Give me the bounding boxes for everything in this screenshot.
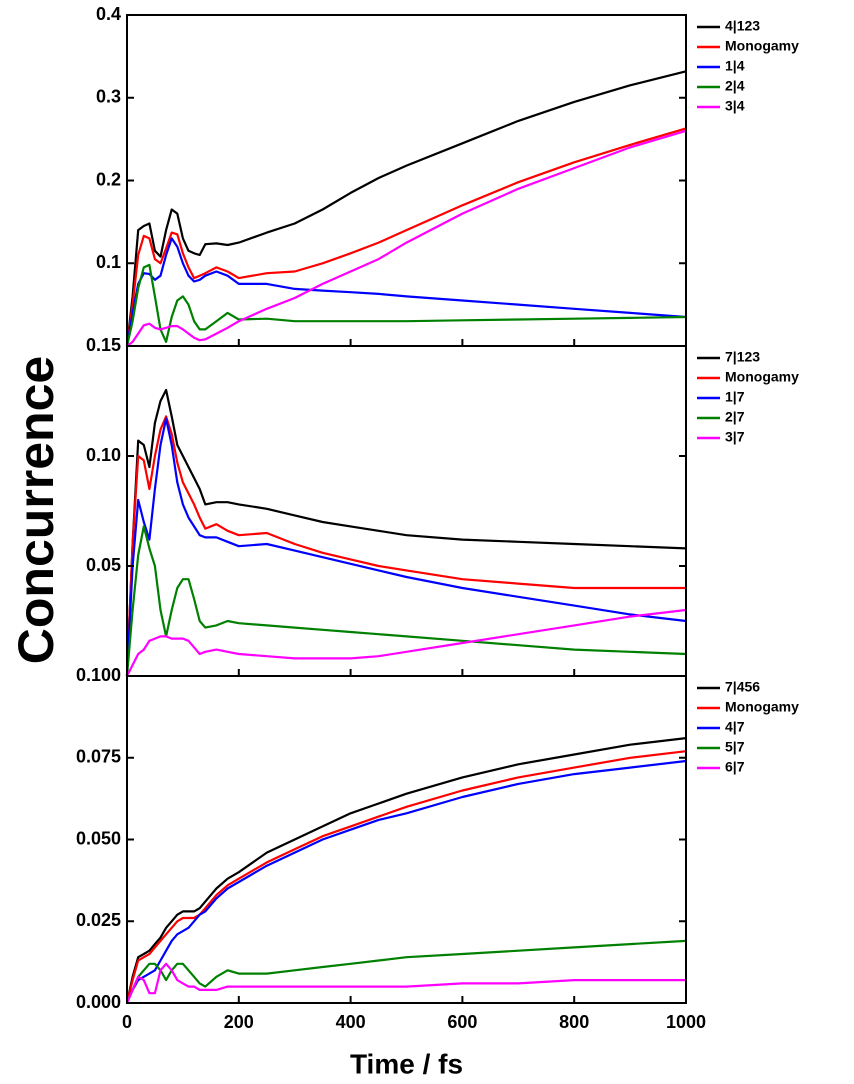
x-tick-label: 0 <box>122 1012 132 1032</box>
series-line <box>126 608 687 677</box>
legend-label: Monogamy <box>725 699 799 715</box>
legend-label: 7|123 <box>725 349 760 365</box>
series-line <box>125 263 687 347</box>
x-tick-label: 800 <box>559 1012 589 1032</box>
y-tick-label: 0.100 <box>76 665 121 685</box>
legend-label: 2|7 <box>725 409 745 425</box>
series-line <box>125 759 687 1004</box>
y-tick-label: 0.075 <box>76 747 121 767</box>
series-line <box>125 962 686 1004</box>
legend-label: 3|4 <box>725 98 745 114</box>
y-tick-label: 0.1 <box>96 252 121 272</box>
series-line <box>125 388 687 677</box>
x-tick-label: 200 <box>224 1012 254 1032</box>
series-line <box>125 750 687 1004</box>
series-line <box>125 417 687 677</box>
legend-label: 6|7 <box>725 759 745 775</box>
x-tick-label: 400 <box>336 1012 366 1032</box>
series-line <box>125 237 687 347</box>
y-tick-label: 0.05 <box>86 555 121 575</box>
series-line <box>125 70 687 347</box>
series-line <box>125 525 687 677</box>
series-line <box>125 415 686 677</box>
y-tick-label: 0.000 <box>76 992 121 1012</box>
legend-label: 4|7 <box>725 719 745 735</box>
legend-label: Monogamy <box>725 369 799 385</box>
series-line <box>125 127 687 347</box>
legend-label: 1|4 <box>725 58 745 74</box>
y-axis-title: Concurrence <box>8 356 64 664</box>
series-line <box>125 737 687 1004</box>
y-tick-label: 0.15 <box>86 335 121 355</box>
x-tick-label: 600 <box>447 1012 477 1032</box>
y-tick-label: 0.050 <box>76 828 121 848</box>
y-tick-label: 0.4 <box>96 4 121 24</box>
y-tick-label: 0.2 <box>96 169 121 189</box>
legend-label: 5|7 <box>725 739 745 755</box>
legend-label: 2|4 <box>725 78 745 94</box>
legend-label: 7|456 <box>725 679 760 695</box>
legend-label: 3|7 <box>725 429 745 445</box>
y-tick-label: 0.025 <box>76 910 121 930</box>
series-line <box>125 939 687 1004</box>
plot-frame <box>126 675 687 1004</box>
legend-label: Monogamy <box>725 38 799 54</box>
legend-label: 4|123 <box>725 18 760 34</box>
x-axis-title: Time / fs <box>350 1048 463 1079</box>
legend-label: 1|7 <box>725 389 745 405</box>
x-tick-label: 1000 <box>666 1012 706 1032</box>
series-line <box>126 129 687 347</box>
y-tick-label: 0.10 <box>86 445 121 465</box>
y-tick-label: 0.3 <box>96 87 121 107</box>
